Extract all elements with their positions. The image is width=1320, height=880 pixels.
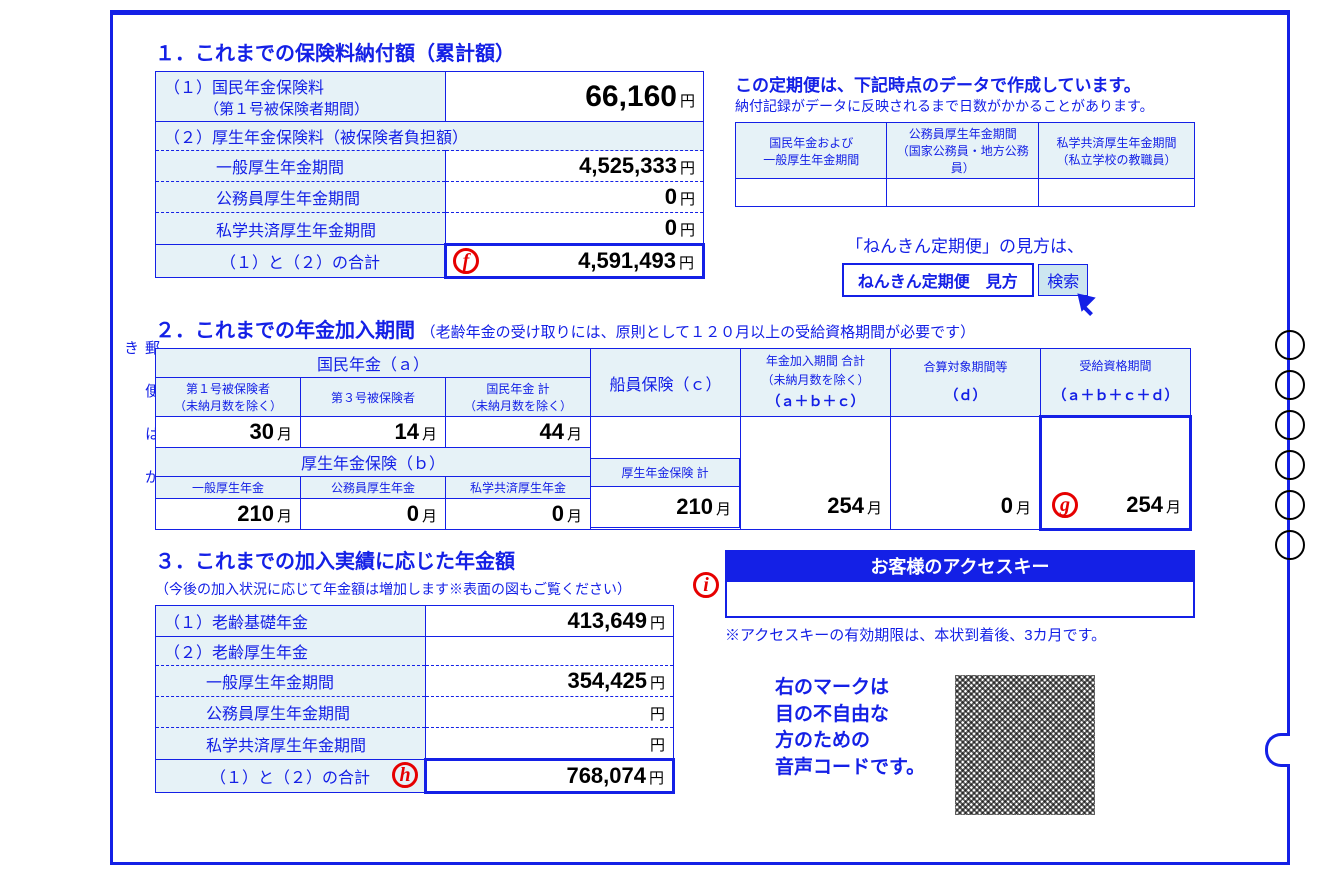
marker-i: i [693,572,719,598]
s1-r2a-val: 4,525,333 [579,153,677,178]
s1-r1-sub: （第１号被保険者期間） [164,101,369,118]
s1-r2-label: （２）厚生年金保険料（被保険者負担額） [156,122,704,151]
marker-f: f [453,248,479,274]
marker-h: h [392,762,418,788]
s1-r2b-label: 公務員厚生年金期間 [156,182,446,213]
s1-r2a-label: 一般厚生年金期間 [156,151,446,182]
notice-line2: 納付記録がデータに反映されるまで日数がかかることがあります。 [735,96,1195,116]
marker-g: g [1052,492,1078,518]
s1-sum-val: 4,591,493 [578,248,676,273]
section1-table: （１）国民年金保険料 （第１号被保険者期間） 66,160円 （２）厚生年金保険… [155,71,705,279]
section3-heading: ３．これまでの加入実績に応じた年金額 [155,545,705,574]
section3-table: （１）老齢基礎年金 413,649円 （２）老齢厚生年金 一般厚生年金期間 35… [155,605,675,794]
audio-note: 右のマークは 目の不自由な 方のための 音声コードです。 [775,675,925,781]
access-key-title: お客様のアクセスキー [725,550,1195,582]
notice-line1: この定期便は、下記時点のデータで作成しています。 [735,71,1195,96]
s1-r2c-val: 0 [665,215,677,240]
notice-table: 国民年金および一般厚生年金期間 公務員厚生年金期間（国家公務員・地方公務員） 私… [735,122,1195,207]
section3-note: （今後の加入状況に応じて年金額は増加します※表面の図もご覧ください） [155,579,705,599]
access-key-body [725,582,1195,618]
audio-code-icon [955,675,1095,815]
punch-holes [1275,320,1305,570]
content: １．これまでの保険料納付額（累計額） （１）国民年金保険料 （第１号被保険者期間… [155,20,1195,815]
s1-sum-label: （１）と（２）の合計 [156,245,446,278]
search-input[interactable]: ねんきん定期便 見方 [842,263,1034,297]
search-lead: 「ねんきん定期便」の見方は、 [735,232,1195,257]
section2-heading: ２．これまでの年金加入期間 （老齢年金の受け取りには、原則として１２０月以上の受… [155,314,1195,343]
section1-heading: １．これまでの保険料納付額（累計額） [155,37,1195,66]
s1-r2c-label: 私学共済厚生年金期間 [156,213,446,245]
access-key-note: ※アクセスキーの有効期限は、本状到着後、3カ月です。 [725,624,1195,645]
s1-r1-val: 66,160 [585,80,677,113]
s1-r1-label: （１）国民年金保険料 [164,80,324,97]
search-button[interactable]: 検索 [1038,264,1088,296]
s1-r2b-val: 0 [665,184,677,209]
